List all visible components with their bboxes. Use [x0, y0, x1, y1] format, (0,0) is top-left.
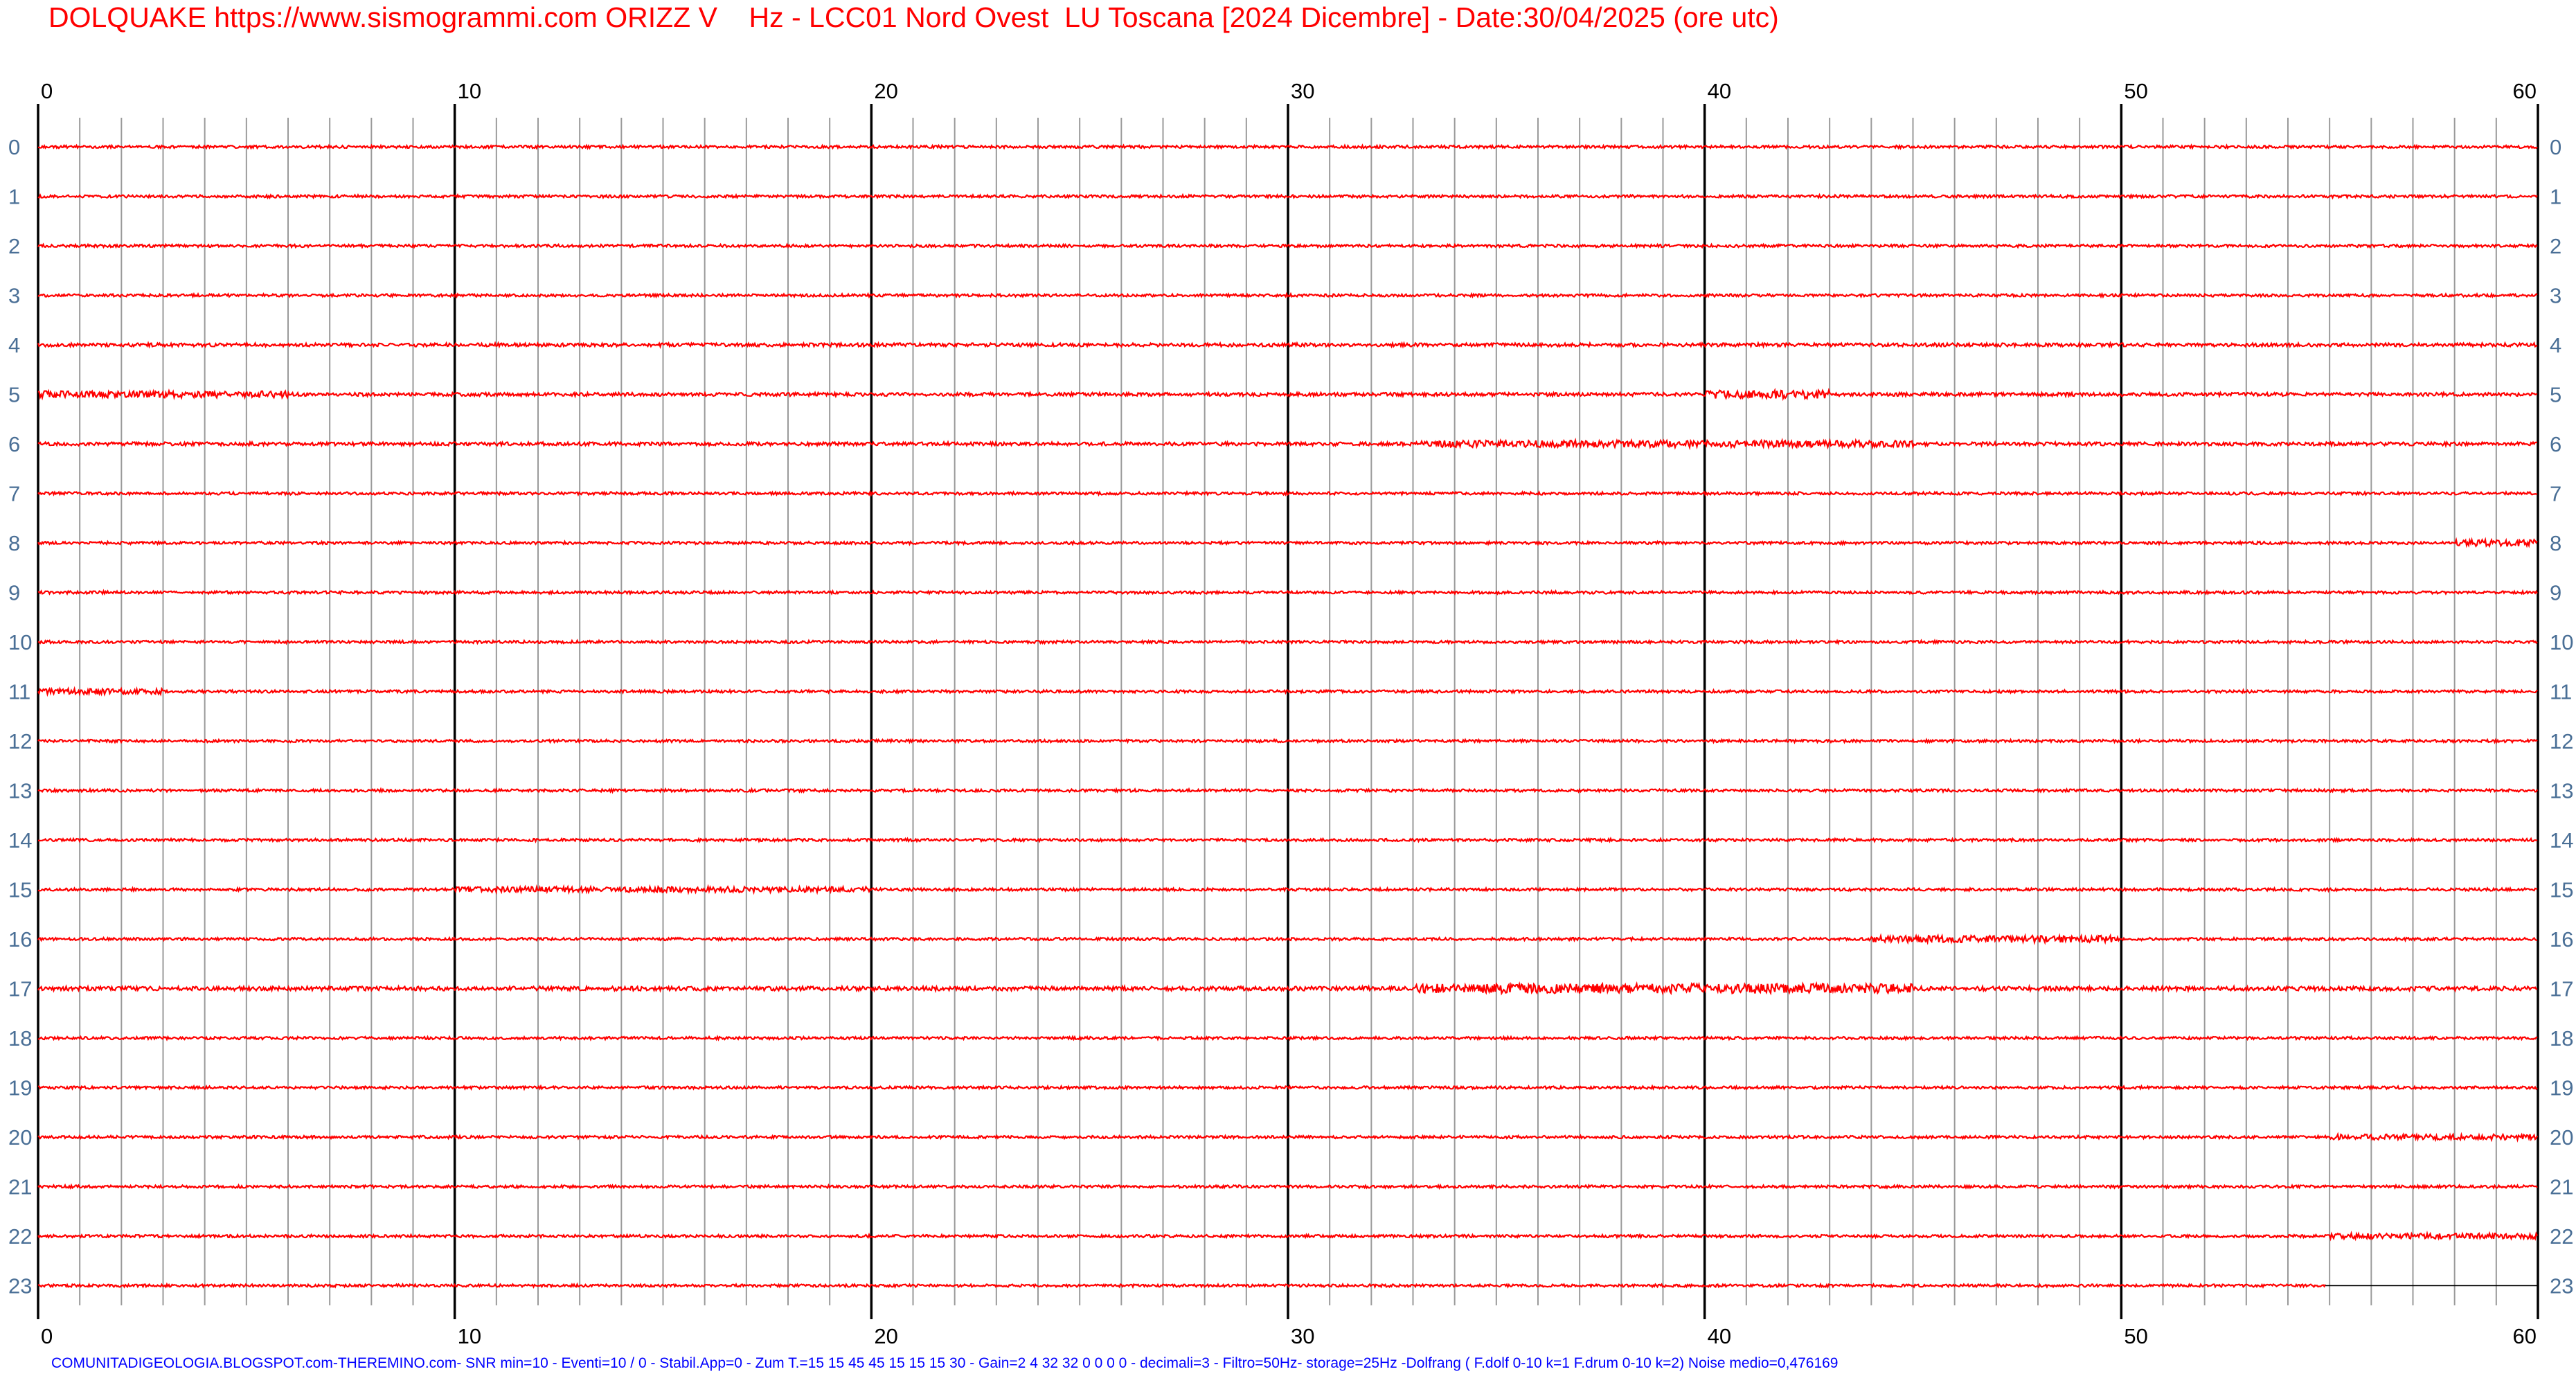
minute-tick-label: 0: [41, 79, 53, 103]
hour-label-right: 17: [2550, 977, 2573, 1001]
hour-label-left: 19: [8, 1076, 32, 1100]
hour-label-left: 1: [8, 185, 20, 209]
minute-tick-label: 50: [2124, 79, 2147, 103]
hour-label-left: 20: [8, 1125, 32, 1150]
trace-hour-11: [37, 686, 2538, 697]
trace-hour-6: [37, 438, 2537, 451]
hour-label-right: 10: [2550, 630, 2573, 654]
trace-hour-3: [37, 292, 2538, 299]
major-grid: [37, 104, 2539, 1319]
hour-label-left: 14: [8, 828, 32, 852]
hour-label-left: 12: [8, 729, 32, 753]
hour-label-right: 6: [2550, 432, 2561, 456]
hour-label-right: 3: [2550, 284, 2561, 308]
trace-hour-17: [37, 981, 2538, 996]
hour-label-right: 0: [2550, 135, 2561, 159]
hour-label-left: 17: [8, 977, 32, 1001]
trace-hour-18: [37, 1035, 2538, 1042]
hour-label-left: 21: [8, 1175, 32, 1199]
trace-hour-15: [37, 884, 2538, 895]
hour-label-left: 10: [8, 630, 32, 654]
seismic-traces: [37, 143, 2538, 1289]
hour-label-left: 16: [8, 927, 32, 951]
hour-label-left: 9: [8, 581, 20, 605]
trace-hour-14: [37, 837, 2538, 843]
minor-grid: [79, 118, 2497, 1305]
trace-hour-22: [37, 1230, 2538, 1242]
minute-tick-label: 20: [874, 1324, 897, 1348]
minute-tick-label: 10: [458, 79, 481, 103]
minute-tick-label: 60: [2513, 1324, 2537, 1348]
hour-label-right: 18: [2550, 1026, 2573, 1051]
hour-label-right: 8: [2550, 531, 2561, 555]
hour-label-left: 4: [8, 333, 20, 357]
minute-tick-label: 20: [874, 79, 897, 103]
hour-label-left: 18: [8, 1026, 32, 1051]
trace-hour-0: [37, 143, 2538, 150]
hour-label-left: 3: [8, 284, 20, 308]
hour-label-right: 15: [2550, 878, 2573, 902]
trace-hour-8: [37, 537, 2538, 548]
hour-label-left: 23: [8, 1274, 32, 1298]
hour-label-right: 12: [2550, 729, 2573, 753]
hour-label-right: 7: [2550, 482, 2561, 506]
minute-tick-label: 10: [458, 1324, 481, 1348]
trace-hour-9: [37, 589, 2538, 596]
minute-tick-label: 60: [2513, 79, 2537, 103]
trace-hour-21: [37, 1183, 2538, 1190]
trace-hour-13: [37, 787, 2538, 794]
trace-hour-20: [37, 1132, 2538, 1143]
hour-label-left: 6: [8, 432, 20, 456]
hour-label-right: 23: [2550, 1274, 2573, 1298]
minute-tick-label: 40: [1708, 79, 1731, 103]
hour-label-left: 7: [8, 482, 20, 506]
trace-hour-1: [37, 193, 2538, 200]
trace-hour-19: [37, 1084, 2538, 1091]
hour-label-left: 0: [8, 135, 20, 159]
hour-label-left: 5: [8, 383, 20, 407]
trace-hour-23: [37, 1282, 2326, 1289]
minute-tick-label: 50: [2124, 1324, 2147, 1348]
trace-hour-16: [37, 933, 2538, 946]
hour-label-right: 13: [2550, 779, 2573, 803]
chart-title: DOLQUAKE https://www.sismogrammi.com ORI…: [48, 1, 1779, 33]
hour-label-right: 1: [2550, 185, 2561, 209]
trace-hour-12: [37, 738, 2538, 744]
hour-label-right: 16: [2550, 927, 2573, 951]
hour-label-left: 2: [8, 234, 20, 258]
trace-hour-4: [37, 341, 2538, 350]
trace-hour-7: [37, 490, 2538, 497]
minute-tick-label: 0: [41, 1324, 53, 1348]
trace-hour-2: [37, 242, 2538, 249]
minute-tick-label: 40: [1708, 1324, 1731, 1348]
hour-label-left: 15: [8, 878, 32, 902]
hour-label-right: 11: [2550, 680, 2572, 704]
hour-label-left: 22: [8, 1224, 32, 1249]
minute-tick-label: 30: [1291, 79, 1314, 103]
hour-label-right: 9: [2550, 581, 2561, 605]
hour-label-left: 11: [8, 680, 30, 704]
hour-label-right: 19: [2550, 1076, 2573, 1100]
hour-label-right: 5: [2550, 383, 2561, 407]
hour-label-right: 22: [2550, 1224, 2573, 1249]
hour-label-right: 20: [2550, 1125, 2573, 1150]
hour-label-left: 8: [8, 531, 20, 555]
hour-label-right: 21: [2550, 1175, 2573, 1199]
hour-label-right: 4: [2550, 333, 2561, 357]
hour-label-left: 13: [8, 779, 32, 803]
minute-tick-label: 30: [1291, 1324, 1314, 1348]
trace-hour-5: [37, 387, 2538, 402]
footer-parameters: COMUNITADIGEOLOGIA.BLOGSPOT.com-THEREMIN…: [51, 1355, 1839, 1371]
trace-hour-10: [37, 638, 2538, 645]
hour-label-right: 14: [2550, 828, 2573, 852]
hour-label-right: 2: [2550, 234, 2561, 258]
